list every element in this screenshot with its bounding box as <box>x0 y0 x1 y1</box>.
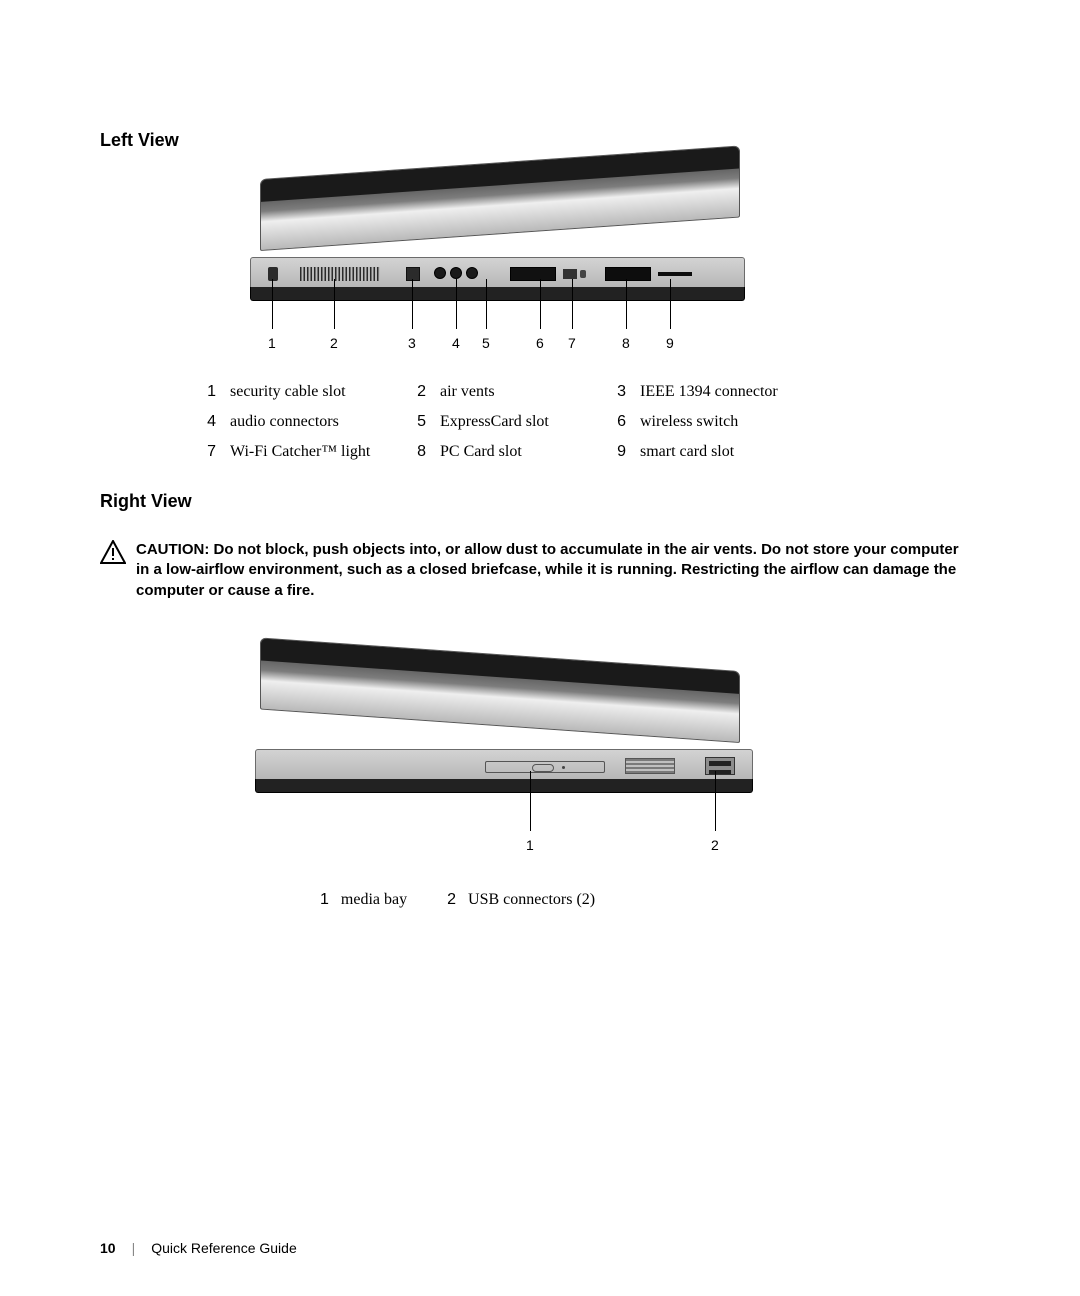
legend-label: air vents <box>440 383 495 401</box>
legend-label: wireless switch <box>640 413 738 431</box>
legend-label: IEEE 1394 connector <box>640 383 778 401</box>
callout-number: 3 <box>408 335 416 351</box>
page-number: 10 <box>100 1240 116 1256</box>
footer-separator: | <box>132 1240 136 1256</box>
callout-number: 4 <box>452 335 460 351</box>
legend-label: ExpressCard slot <box>440 413 549 431</box>
caution-icon <box>100 540 126 564</box>
media-bay-icon <box>485 761 605 773</box>
legend-num: 3 <box>610 383 640 401</box>
expresscard-slot-icon <box>510 267 556 281</box>
callout-line <box>456 279 457 329</box>
audio-jack-icon <box>434 267 446 279</box>
heading-left-view: Left View <box>100 130 980 151</box>
legend-num: 8 <box>410 443 440 461</box>
page-footer: 10 | Quick Reference Guide <box>100 1240 297 1256</box>
footer-title: Quick Reference Guide <box>151 1240 297 1256</box>
wifi-catcher-light-icon <box>580 270 586 278</box>
legend-num: 9 <box>610 443 640 461</box>
legend-num: 2 <box>410 383 440 401</box>
legend-left-view: 1security cable slot 2air vents 3IEEE 13… <box>200 383 980 461</box>
vent-icon <box>625 758 675 774</box>
callout-line <box>626 279 627 329</box>
callout-number: 1 <box>268 335 276 351</box>
security-cable-slot-icon <box>268 267 278 281</box>
caution-prefix: CAUTION: <box>136 541 209 558</box>
callout-line <box>412 279 413 329</box>
legend-num: 1 <box>200 383 230 401</box>
ieee1394-icon <box>406 267 420 281</box>
legend-label: audio connectors <box>230 413 339 431</box>
smart-card-slot-icon <box>658 272 692 276</box>
legend-label: Wi-Fi Catcher™ light <box>230 443 370 461</box>
legend-num: 5 <box>410 413 440 431</box>
callout-line <box>334 279 335 329</box>
callout-line <box>272 279 273 329</box>
pc-card-slot-icon <box>605 267 651 281</box>
legend-label: media bay <box>341 891 407 909</box>
callout-number: 8 <box>622 335 630 351</box>
figure-left-view: 1 2 3 4 5 6 7 8 9 <box>250 179 790 359</box>
figure-right-view: 12 <box>250 671 790 871</box>
callout-line <box>486 279 487 329</box>
callout-line <box>530 771 531 831</box>
callout-number: 6 <box>536 335 544 351</box>
callout-line <box>540 279 541 329</box>
audio-jack-icon <box>466 267 478 279</box>
usb-connectors-icon <box>705 757 735 775</box>
callout-line <box>670 279 671 329</box>
legend-label: PC Card slot <box>440 443 522 461</box>
legend-right-view: 1 media bay 2 USB connectors (2) <box>320 891 980 909</box>
callout-number: 9 <box>666 335 674 351</box>
legend-num: 4 <box>200 413 230 431</box>
legend-label: security cable slot <box>230 383 346 401</box>
audio-jack-icon <box>450 267 462 279</box>
callout-number: 7 <box>568 335 576 351</box>
laptop-left-illustration <box>250 179 750 309</box>
callout-number: 1 <box>526 837 534 853</box>
heading-right-view: Right View <box>100 491 980 512</box>
legend-label: smart card slot <box>640 443 734 461</box>
caution-body: Do not block, push objects into, or allo… <box>136 541 959 599</box>
wireless-switch-icon <box>563 269 577 279</box>
legend-num: 7 <box>200 443 230 461</box>
callout-line <box>572 279 573 329</box>
callout-number: 2 <box>330 335 338 351</box>
legend-num: 2 <box>447 891 456 909</box>
callout-number: 2 <box>711 837 719 853</box>
callout-line <box>715 771 716 831</box>
legend-label: USB connectors (2) <box>468 891 595 909</box>
caution-block: CAUTION: Do not block, push objects into… <box>100 540 980 601</box>
air-vents-icon <box>300 267 380 281</box>
caution-text: CAUTION: Do not block, push objects into… <box>136 540 976 601</box>
legend-num: 1 <box>320 891 329 909</box>
legend-num: 6 <box>610 413 640 431</box>
callout-number: 5 <box>482 335 490 351</box>
